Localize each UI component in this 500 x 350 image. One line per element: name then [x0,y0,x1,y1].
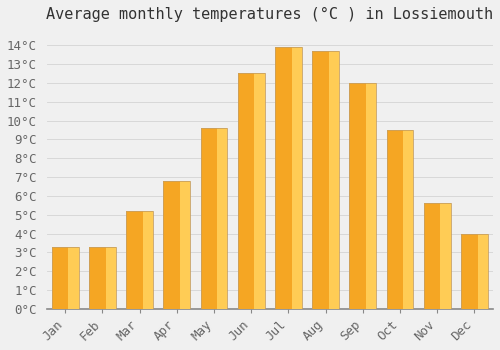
Bar [126,211,153,309]
Bar [292,47,302,309]
Bar [275,47,291,309]
Bar [386,130,413,309]
Bar [424,203,440,309]
Bar [254,74,264,309]
Bar [461,233,488,309]
Bar [143,211,153,309]
Bar [200,128,228,309]
Bar [164,181,190,309]
Bar [200,128,218,309]
Bar [68,247,78,309]
Bar [106,247,116,309]
Bar [238,74,254,309]
Bar [275,47,302,309]
Bar [350,83,366,309]
Bar [52,247,68,309]
Bar [424,203,450,309]
Bar [386,130,404,309]
Bar [478,233,488,309]
Bar [52,247,78,309]
Bar [89,247,116,309]
Bar [312,51,339,309]
Bar [404,130,413,309]
Title: Average monthly temperatures (°C ) in Lossiemouth: Average monthly temperatures (°C ) in Lo… [46,7,494,22]
Bar [461,233,477,309]
Bar [126,211,143,309]
Bar [350,83,376,309]
Bar [366,83,376,309]
Bar [89,247,106,309]
Bar [329,51,339,309]
Bar [238,74,264,309]
Bar [164,181,180,309]
Bar [312,51,329,309]
Bar [180,181,190,309]
Bar [440,203,450,309]
Bar [218,128,228,309]
